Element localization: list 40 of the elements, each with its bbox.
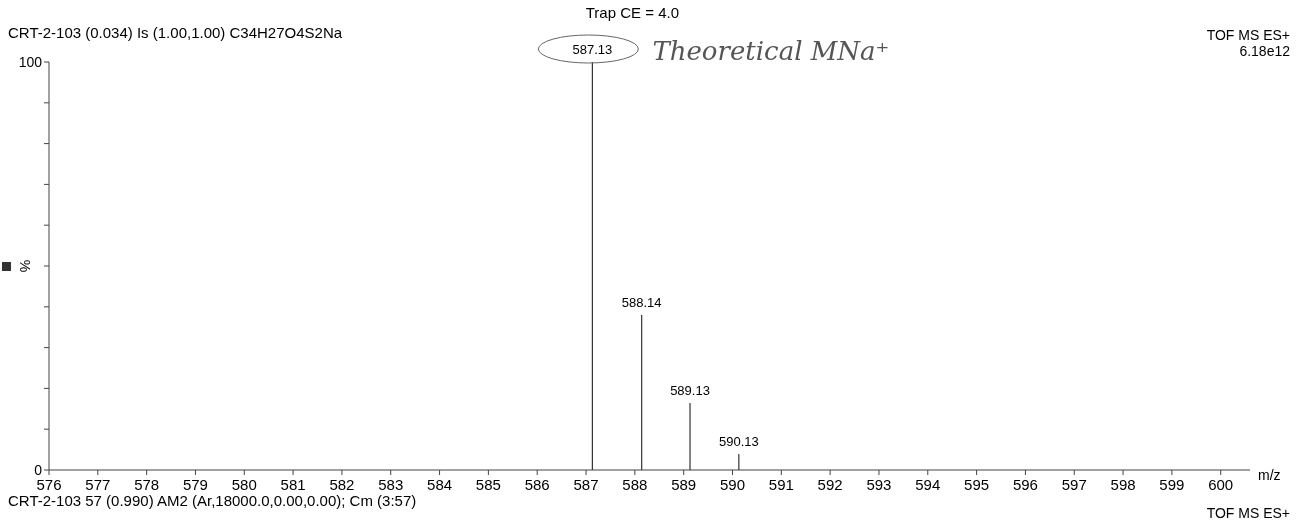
x-tick-label: 594 <box>915 476 941 493</box>
text: TOF MS ES+ <box>1206 27 1290 43</box>
x-tick-label: 586 <box>524 476 550 493</box>
annotation: Theoretical MNa⁺ <box>652 36 890 66</box>
x-tick-label: 600 <box>1208 476 1234 493</box>
x-tick-label: 597 <box>1061 476 1087 493</box>
chart-title: CRT-2-103 (0.034) Is (1.00,1.00) C34H27O4S2Na <box>8 24 343 41</box>
x-tick-label: 585 <box>475 476 501 493</box>
annotation: 589.13 <box>670 383 710 399</box>
x-tick-label: 598 <box>1110 476 1136 493</box>
x-tick-label: 580 <box>231 476 257 493</box>
x-tick-label: 582 <box>329 476 355 493</box>
x-tick-label: 577 <box>85 476 111 493</box>
x-tick-label: 590 <box>719 476 746 493</box>
annotation: 587.13 <box>572 42 613 57</box>
x-tick-label: 581 <box>280 476 306 493</box>
x-axis-title: m/z <box>1258 467 1281 483</box>
annotation: 590.13 <box>718 434 759 450</box>
x-tick-label: 591 <box>768 476 794 493</box>
text: 6.18e12 <box>1239 43 1291 59</box>
text: TOF MS ES+ <box>1206 505 1290 521</box>
x-tick-label: 579 <box>182 476 208 493</box>
text: CRT-2-103 57 (0.990) AM2 (Ar,18000.0,0.00,0.00); Cm (3:57) <box>8 492 417 509</box>
y-axis-title: % <box>17 259 33 273</box>
x-tick-label: 599 <box>1159 476 1185 493</box>
x-tick-label: 589 <box>671 476 697 493</box>
x-tick-label: 595 <box>964 476 990 493</box>
x-tick-label: 576 <box>36 476 62 493</box>
x-tick-label: 583 <box>378 476 404 493</box>
y-tick-label: 100 <box>18 54 43 70</box>
x-tick-label: 588 <box>622 476 648 493</box>
text: Trap CE = 4.0 <box>585 4 679 21</box>
x-tick-label: 596 <box>1012 476 1038 493</box>
x-tick-label: 578 <box>134 476 160 493</box>
x-tick-label: 592 <box>817 476 843 493</box>
annotation: 588.14 <box>621 294 662 310</box>
y-tick-label: 0 <box>34 462 43 478</box>
x-tick-label: 587 <box>573 476 599 493</box>
x-tick-label: 593 <box>866 476 892 493</box>
x-tick-label: 584 <box>427 476 453 493</box>
